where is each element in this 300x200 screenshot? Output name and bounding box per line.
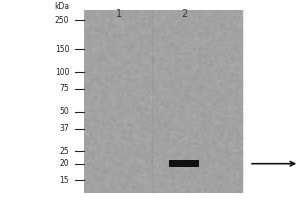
Bar <box>169 160 199 167</box>
Text: 37: 37 <box>59 124 69 133</box>
Text: 150: 150 <box>55 45 69 54</box>
Bar <box>84 10 243 193</box>
Text: 100: 100 <box>55 68 69 77</box>
Text: 1: 1 <box>116 9 122 19</box>
Text: 25: 25 <box>60 147 69 156</box>
Text: 2: 2 <box>181 9 188 19</box>
Text: 75: 75 <box>59 84 69 93</box>
Text: kDa: kDa <box>54 2 69 11</box>
Text: 20: 20 <box>60 159 69 168</box>
Text: 15: 15 <box>60 176 69 185</box>
Text: 250: 250 <box>55 16 69 25</box>
Text: 50: 50 <box>59 107 69 116</box>
